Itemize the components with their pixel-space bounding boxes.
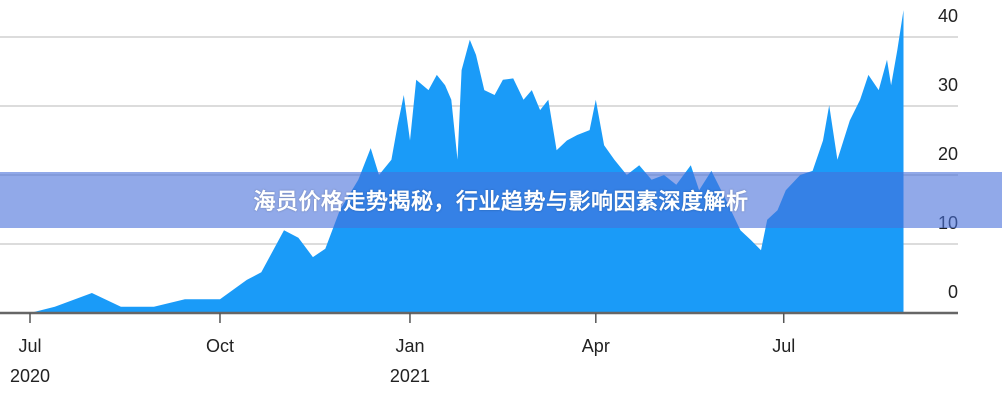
y-tick-label: 40 [938, 6, 958, 26]
x-tick-year-label: 2021 [390, 366, 430, 386]
x-tick-label: Jul [18, 336, 41, 356]
title-banner: 海员价格走势揭秘，行业趋势与影响因素深度解析 [0, 172, 1002, 228]
x-tick-year-label: 2020 [10, 366, 50, 386]
x-tick-label: Oct [206, 336, 234, 356]
y-tick-label: 0 [948, 282, 958, 302]
price-area [30, 10, 904, 313]
x-tick-label: Jan [395, 336, 424, 356]
x-tick-label: Jul [772, 336, 795, 356]
banner-title: 海员价格走势揭秘，行业趋势与影响因素深度解析 [253, 190, 749, 215]
y-tick-label: 30 [938, 75, 958, 95]
y-tick-label: 20 [938, 144, 958, 164]
x-tick-label: Apr [582, 336, 610, 356]
